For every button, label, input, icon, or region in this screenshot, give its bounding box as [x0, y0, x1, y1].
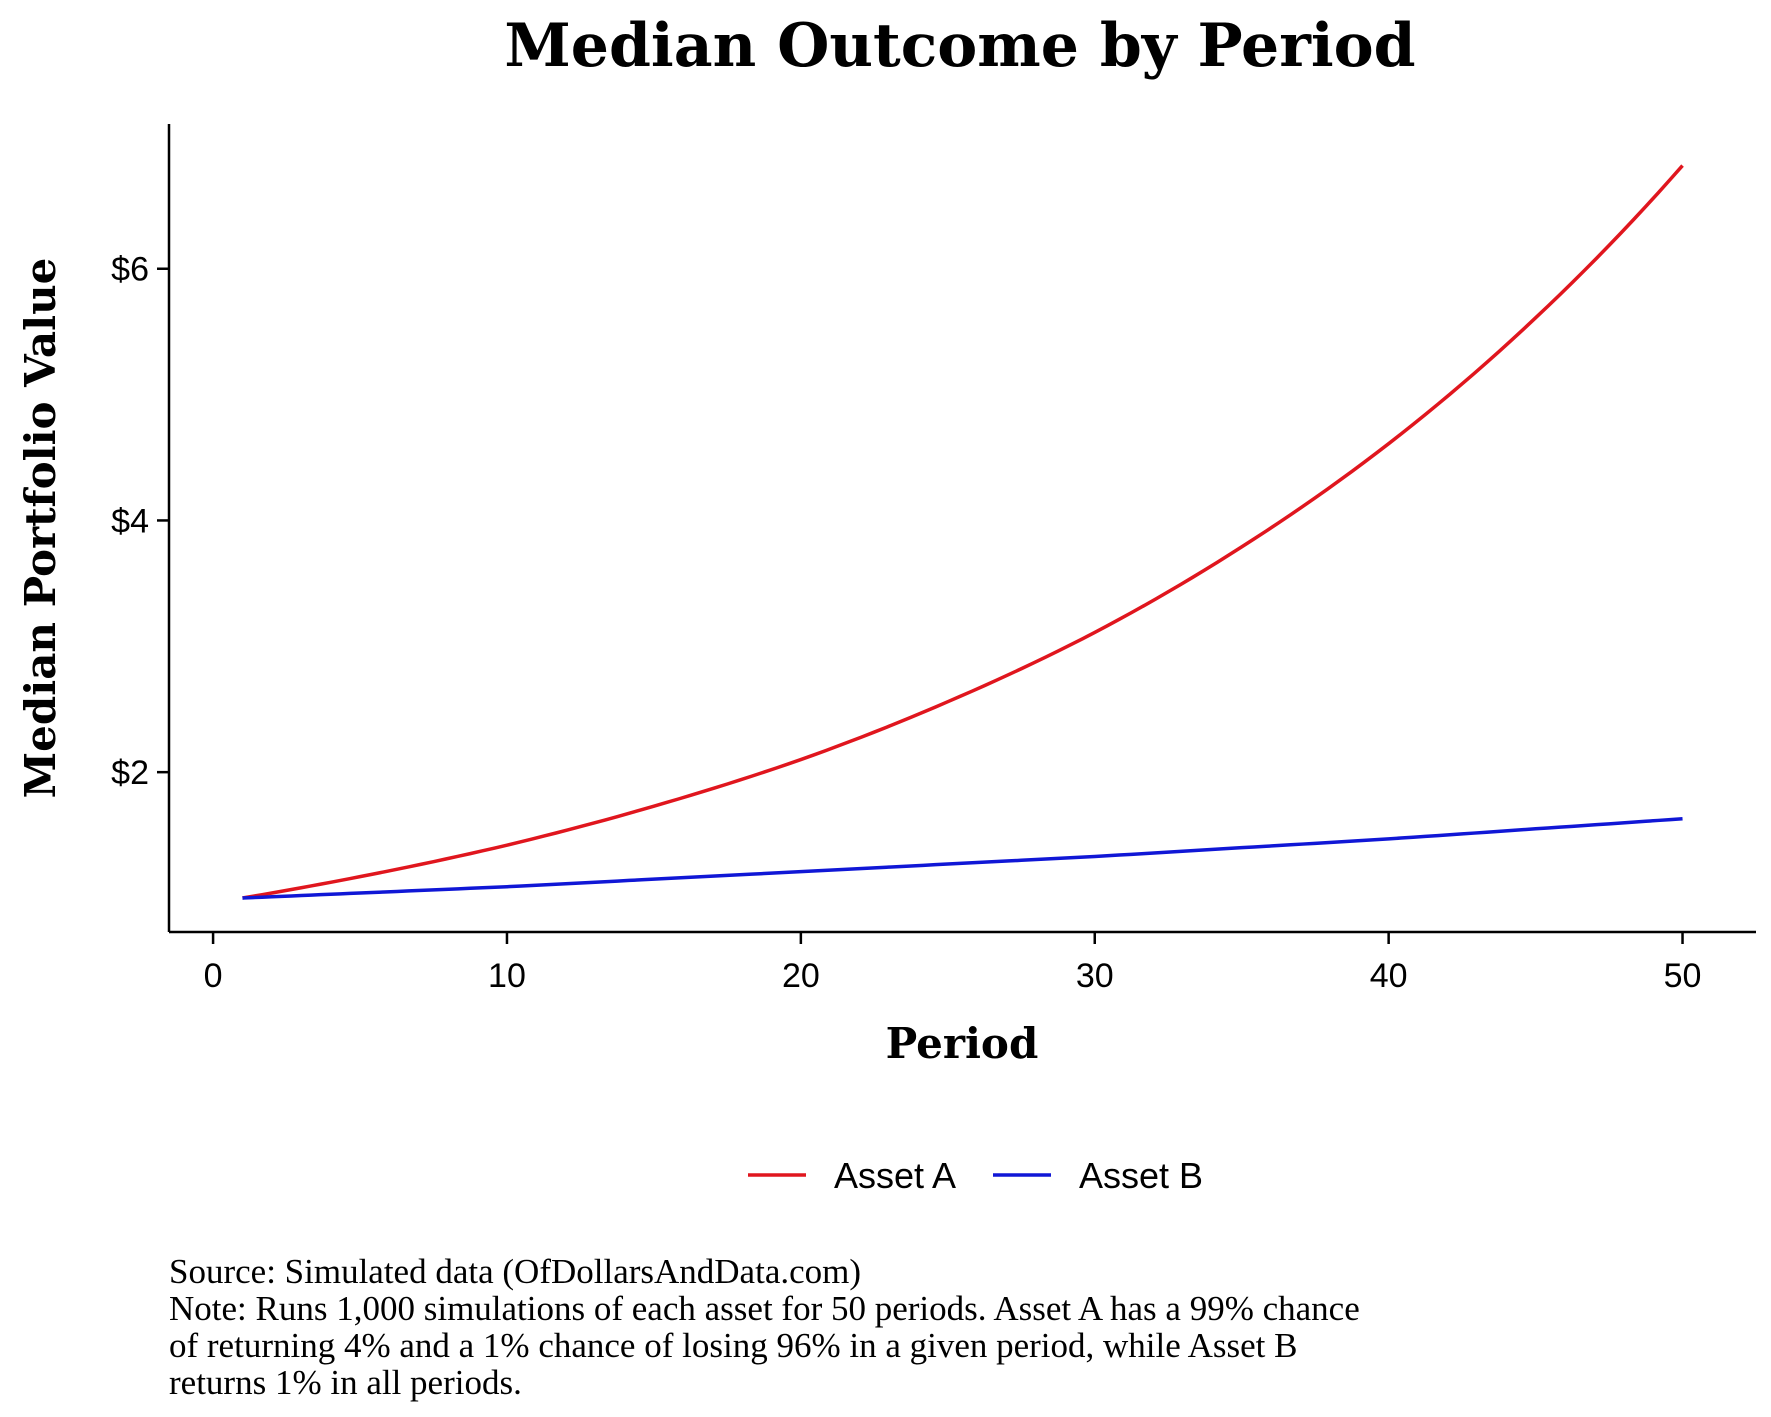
x-tick-label: 40 [1370, 957, 1408, 995]
y-axis-ticks: $2 $4 $6 [111, 251, 169, 792]
note-line-2: of returning 4% and a 1% chance of losin… [169, 1326, 1297, 1365]
x-tick-label: 0 [204, 957, 223, 995]
y-axis-title: Median Portfolio Value [16, 258, 65, 799]
x-tick-label: 50 [1664, 957, 1702, 995]
chart-title: Median Outcome by Period [504, 11, 1415, 81]
legend: Asset A Asset B [748, 1155, 1203, 1196]
y-tick-label: $6 [111, 251, 149, 289]
legend-label: Asset A [834, 1155, 956, 1196]
y-tick-label: $2 [111, 754, 149, 792]
x-tick-label: 20 [782, 957, 820, 995]
series-line-asset-a [242, 164, 1684, 900]
note-line-1: Note: Runs 1,000 simulations of each ass… [169, 1289, 1360, 1328]
x-axis-ticks: 0 10 20 30 40 50 [204, 932, 1702, 995]
x-tick-label: 30 [1076, 957, 1114, 995]
x-axis-title: Period [886, 1019, 1039, 1068]
footnotes: Source: Simulated data (OfDollarsAndData… [169, 1252, 1360, 1402]
plot-area [242, 164, 1684, 900]
legend-label: Asset B [1079, 1155, 1203, 1196]
note-line-3: returns 1% in all periods. [169, 1363, 522, 1402]
y-tick-label: $4 [111, 502, 149, 540]
series-line-asset-b [242, 816, 1683, 900]
x-tick-label: 10 [488, 957, 526, 995]
source-note: Source: Simulated data (OfDollarsAndData… [169, 1252, 861, 1291]
